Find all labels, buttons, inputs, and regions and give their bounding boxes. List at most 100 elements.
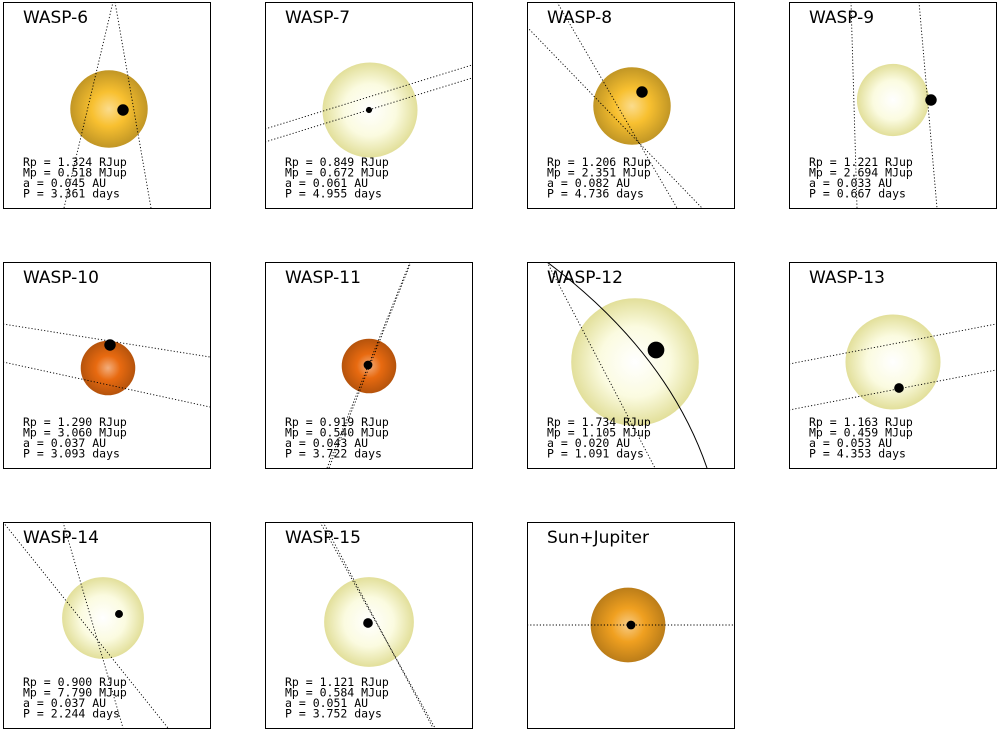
panel-title: WASP-9 bbox=[809, 8, 874, 28]
param-mp: Mp = 0.459 MJup bbox=[809, 426, 913, 440]
param-a: a = 0.033 AU bbox=[809, 176, 892, 190]
planet-disk bbox=[363, 360, 373, 370]
param-mp: Mp = 2.351 MJup bbox=[547, 166, 651, 180]
param-p: P = 4.353 days bbox=[809, 447, 906, 461]
star-disk bbox=[70, 70, 148, 148]
param-p: P = 3.093 days bbox=[23, 447, 120, 461]
param-mp: Mp = 0.518 MJup bbox=[23, 166, 127, 180]
panel-frame bbox=[265, 522, 473, 729]
panel-title: WASP-6 bbox=[23, 8, 88, 28]
param-rp: Rp = 0.849 RJup bbox=[285, 155, 389, 169]
param-a: a = 0.037 AU bbox=[23, 436, 106, 450]
orbit-line bbox=[3, 361, 210, 408]
panel-frame bbox=[265, 2, 473, 209]
orbit-line bbox=[556, 2, 678, 208]
param-rp: Rp = 1.734 RJup bbox=[547, 415, 651, 429]
param-mp: Mp = 2.694 MJup bbox=[809, 166, 913, 180]
param-a: a = 0.045 AU bbox=[23, 176, 106, 190]
panel-frame bbox=[3, 522, 211, 729]
panel-title: WASP-8 bbox=[547, 8, 612, 28]
panel-frame bbox=[3, 262, 211, 469]
param-mp: Mp = 7.790 MJup bbox=[23, 686, 127, 700]
panel-frame bbox=[789, 2, 997, 209]
panel-frame bbox=[527, 522, 735, 729]
param-p: P = 4.955 days bbox=[285, 187, 382, 201]
panel-title: WASP-14 bbox=[23, 528, 99, 548]
param-rp: Rp = 1.221 RJup bbox=[809, 155, 913, 169]
param-p: P = 4.736 days bbox=[547, 187, 644, 201]
param-mp: Mp = 0.672 MJup bbox=[285, 166, 389, 180]
param-p: P = 1.091 days bbox=[547, 447, 644, 461]
orbit-line bbox=[265, 64, 472, 130]
orbit-line bbox=[546, 262, 708, 468]
panel-sun-jupiter: Sun+Jupiter bbox=[527, 522, 735, 729]
orbit-line bbox=[527, 26, 703, 208]
orbit-line bbox=[265, 77, 472, 143]
planet-disk bbox=[117, 104, 129, 116]
star-disk bbox=[571, 298, 699, 426]
param-rp: Rp = 1.163 RJup bbox=[809, 415, 913, 429]
orbit-line bbox=[319, 522, 436, 728]
orbit-line bbox=[850, 2, 858, 208]
param-a: a = 0.043 AU bbox=[285, 436, 368, 450]
panel-frame bbox=[527, 2, 735, 209]
star-disk bbox=[845, 314, 941, 410]
planet-disk bbox=[894, 383, 904, 393]
param-p: P = 3.361 days bbox=[23, 187, 120, 201]
planet-disk bbox=[363, 618, 373, 628]
orbit-line bbox=[546, 262, 656, 468]
planet-disk bbox=[647, 341, 665, 359]
star-disk bbox=[593, 67, 671, 145]
param-rp: Rp = 1.290 RJup bbox=[23, 415, 127, 429]
param-p: P = 2.244 days bbox=[23, 707, 120, 721]
orbit-line bbox=[322, 522, 434, 728]
param-rp: Rp = 0.919 RJup bbox=[285, 415, 389, 429]
param-p: P = 3.752 days bbox=[285, 707, 382, 721]
param-mp: Mp = 0.584 MJup bbox=[285, 686, 389, 700]
param-a: a = 0.053 AU bbox=[809, 436, 892, 450]
param-a: a = 0.020 AU bbox=[547, 436, 630, 450]
orbit-line bbox=[918, 2, 938, 208]
param-a: a = 0.037 AU bbox=[23, 696, 106, 710]
orbit-line bbox=[3, 522, 169, 728]
panel-title: WASP-11 bbox=[285, 268, 361, 288]
star-disk bbox=[62, 577, 144, 659]
param-rp: Rp = 1.121 RJup bbox=[285, 675, 389, 689]
param-a: a = 0.051 AU bbox=[285, 696, 368, 710]
planet-disk bbox=[636, 86, 648, 98]
panel-frame bbox=[789, 262, 997, 469]
panel-title: WASP-15 bbox=[285, 528, 361, 548]
panel-frame bbox=[3, 2, 211, 209]
param-a: a = 0.061 AU bbox=[285, 176, 368, 190]
param-mp: Mp = 1.105 MJup bbox=[547, 426, 651, 440]
param-rp: Rp = 0.900 RJup bbox=[23, 675, 127, 689]
planet-disk bbox=[626, 620, 636, 630]
panel-title: WASP-13 bbox=[809, 268, 885, 288]
param-p: P = 3.722 days bbox=[285, 447, 382, 461]
panel-title: WASP-12 bbox=[547, 268, 623, 288]
param-mp: Mp = 0.540 MJup bbox=[285, 426, 389, 440]
param-rp: Rp = 1.206 RJup bbox=[547, 155, 651, 169]
planet-disk bbox=[925, 94, 937, 106]
planet-disk bbox=[104, 339, 116, 351]
planet-disk bbox=[115, 610, 123, 618]
panel-title: WASP-7 bbox=[285, 8, 350, 28]
param-a: a = 0.082 AU bbox=[547, 176, 630, 190]
panel-frame bbox=[527, 262, 735, 469]
panel-title: WASP-10 bbox=[23, 268, 99, 288]
star-disk bbox=[856, 63, 930, 137]
planet-disk bbox=[365, 106, 373, 114]
param-mp: Mp = 3.060 MJup bbox=[23, 426, 127, 440]
panel-frame bbox=[265, 262, 473, 469]
